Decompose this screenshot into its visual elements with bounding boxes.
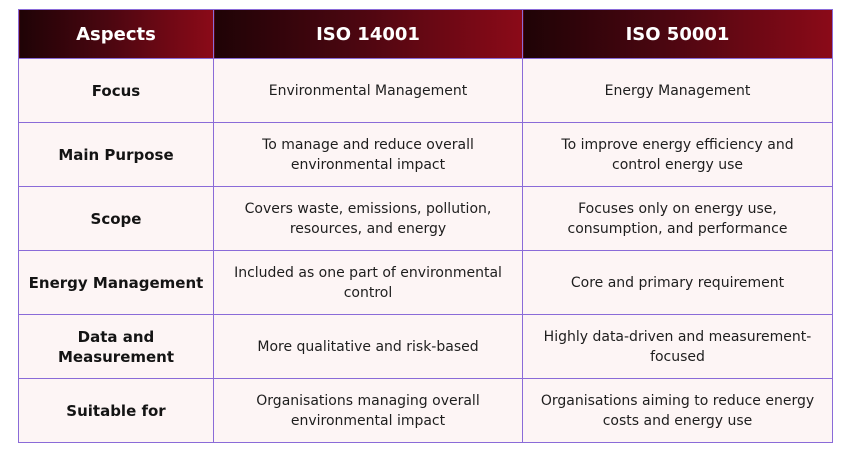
aspect-cell: Energy Management — [18, 250, 214, 315]
table-row: Scope Covers waste, emissions, pollution… — [18, 186, 833, 251]
iso14001-cell: Organisations managing overall environme… — [213, 378, 523, 443]
aspect-cell: Scope — [18, 186, 214, 251]
aspect-cell: Suitable for — [18, 378, 214, 443]
table-row: Data and Measurement More qualitative an… — [18, 314, 833, 379]
table-row: Focus Environmental Management Energy Ma… — [18, 58, 833, 123]
header-iso-50001: ISO 50001 — [522, 9, 833, 59]
table-row: Suitable for Organisations managing over… — [18, 378, 833, 443]
aspect-cell: Data and Measurement — [18, 314, 214, 379]
table-row: Main Purpose To manage and reduce overal… — [18, 122, 833, 187]
header-aspects: Aspects — [18, 9, 214, 59]
iso50001-cell: Highly data-driven and measurement-focus… — [522, 314, 833, 379]
header-iso-14001: ISO 14001 — [213, 9, 523, 59]
iso50001-cell: Energy Management — [522, 58, 833, 123]
aspect-cell: Focus — [18, 58, 214, 123]
comparison-table-container: Aspects ISO 14001 ISO 50001 Focus Enviro… — [18, 9, 833, 443]
iso50001-cell: Organisations aiming to reduce energy co… — [522, 378, 833, 443]
comparison-table: Aspects ISO 14001 ISO 50001 Focus Enviro… — [18, 9, 833, 443]
table-row: Energy Management Included as one part o… — [18, 250, 833, 315]
table-header-row: Aspects ISO 14001 ISO 50001 — [18, 9, 833, 59]
aspect-cell: Main Purpose — [18, 122, 214, 187]
iso14001-cell: To manage and reduce overall environment… — [213, 122, 523, 187]
iso14001-cell: More qualitative and risk-based — [213, 314, 523, 379]
iso14001-cell: Covers waste, emissions, pollution, reso… — [213, 186, 523, 251]
iso50001-cell: Focuses only on energy use, consumption,… — [522, 186, 833, 251]
iso14001-cell: Environmental Management — [213, 58, 523, 123]
iso14001-cell: Included as one part of environmental co… — [213, 250, 523, 315]
iso50001-cell: Core and primary requirement — [522, 250, 833, 315]
iso50001-cell: To improve energy efficiency and control… — [522, 122, 833, 187]
